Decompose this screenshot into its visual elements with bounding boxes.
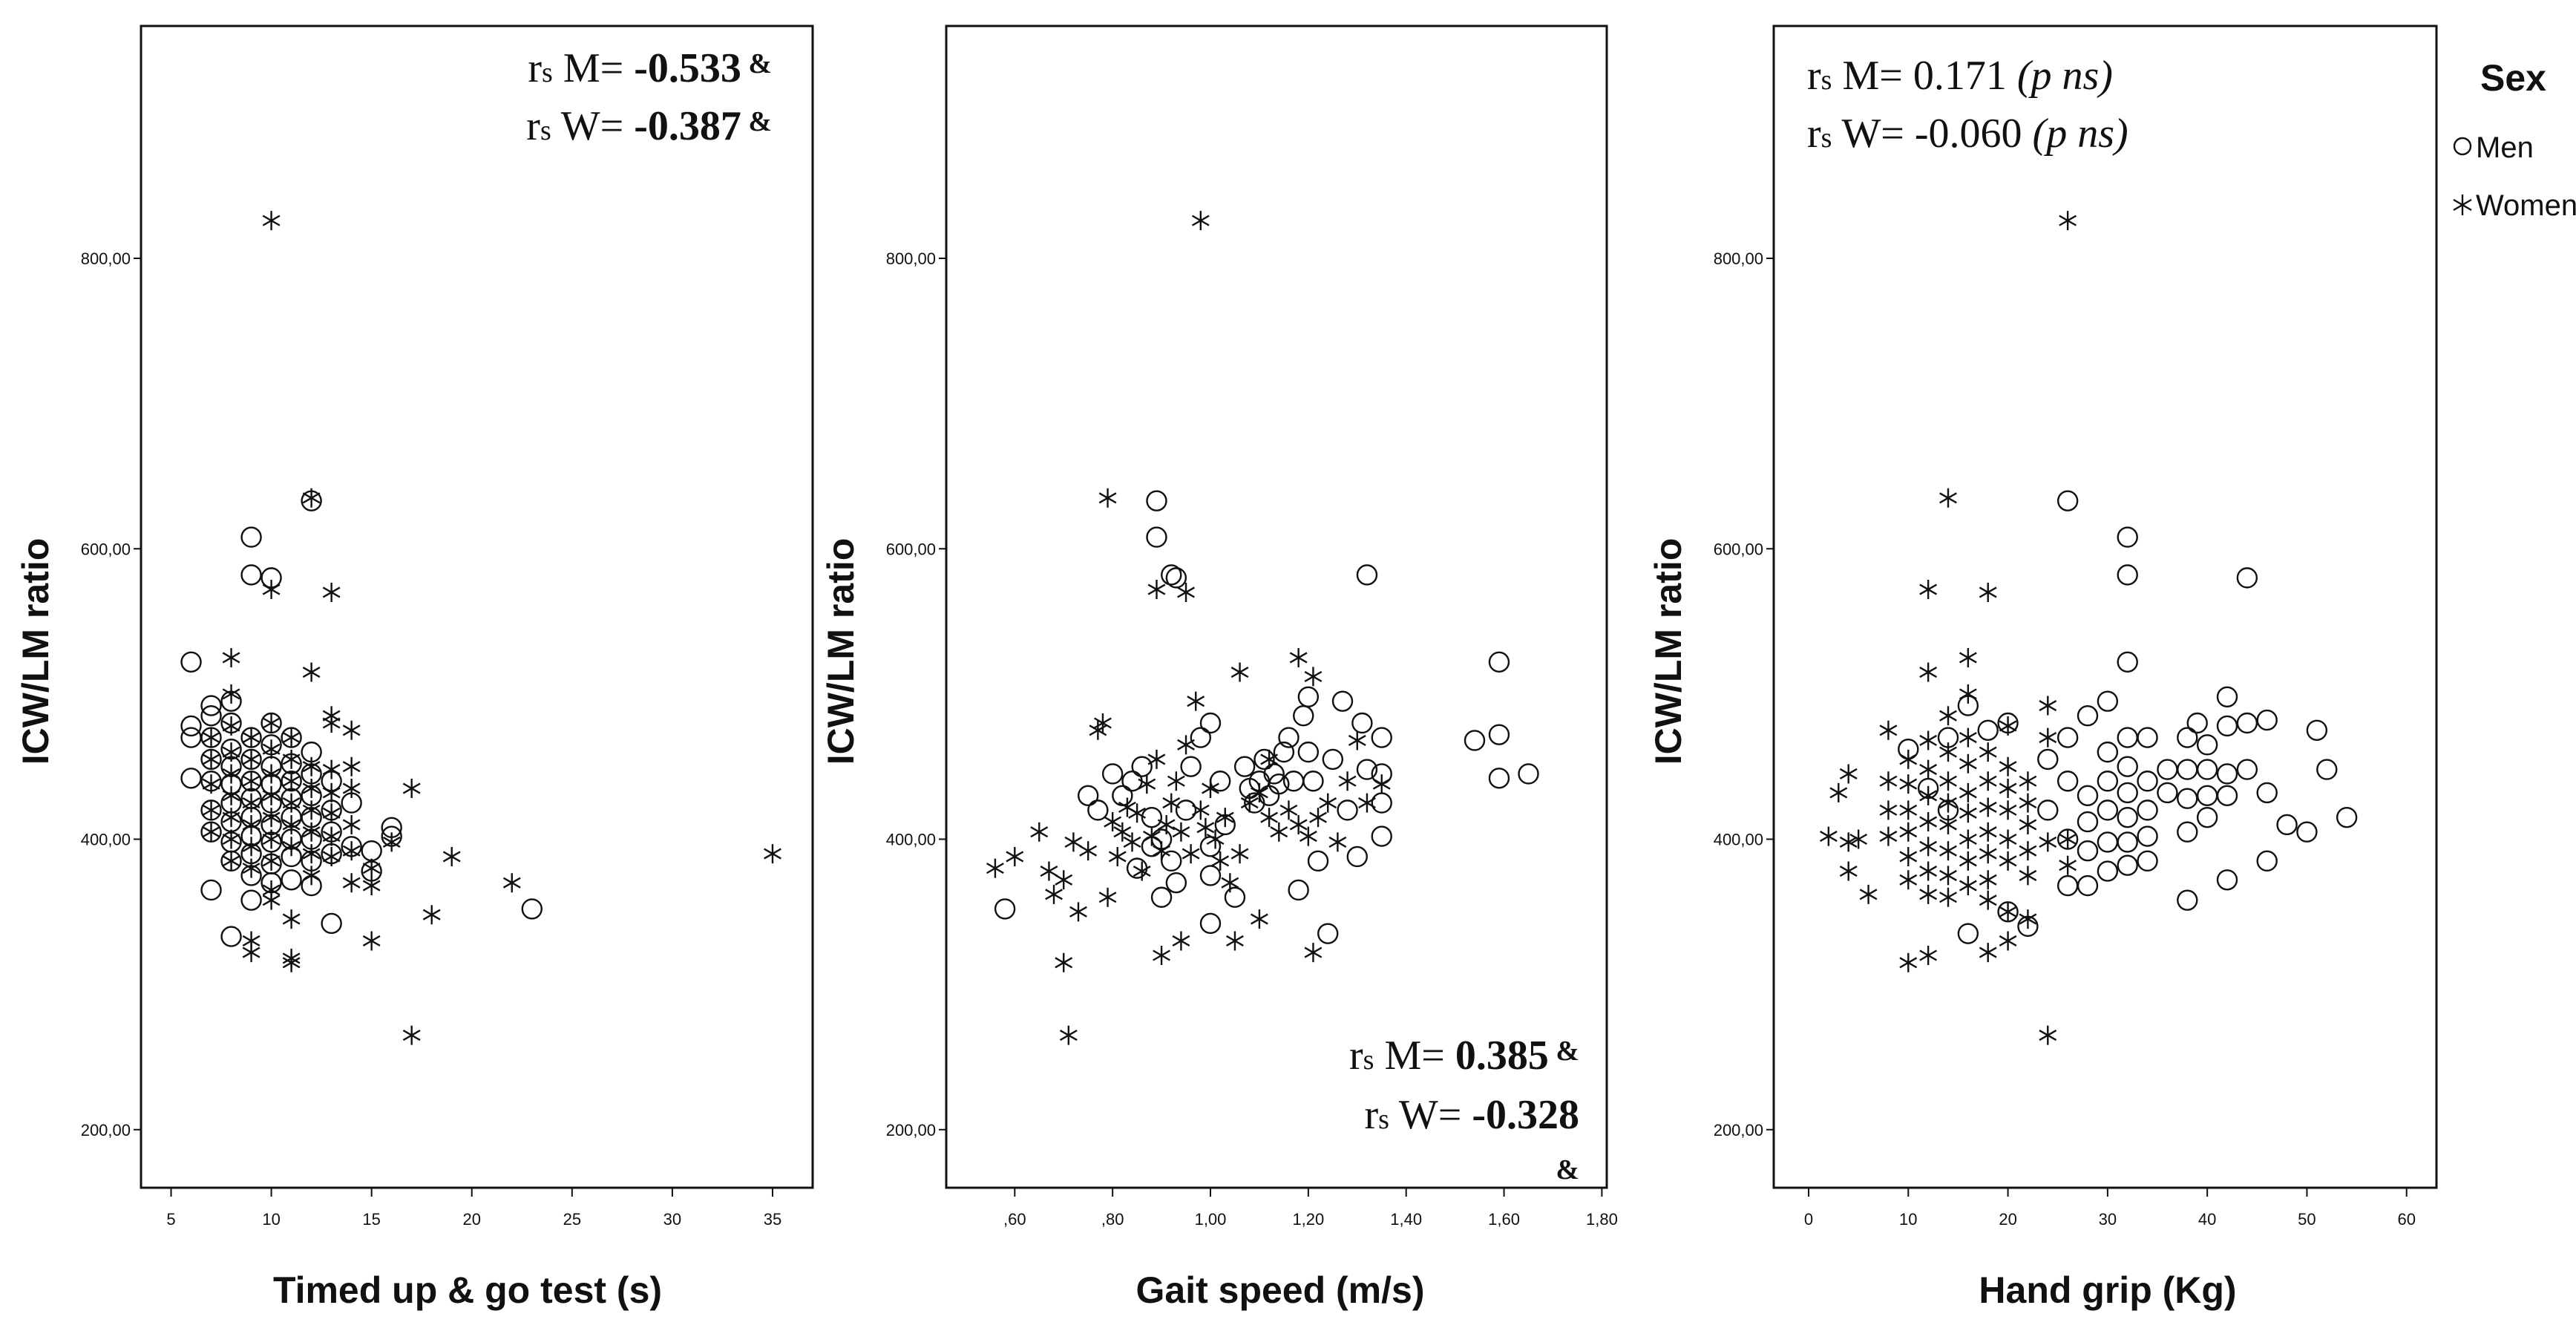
correlation-line: rs M= -0.533 & (528, 45, 772, 91)
stat-label: M= (553, 45, 634, 91)
y-tick-label: 600,00 (1714, 540, 1763, 558)
y-tick-label: 800,00 (886, 249, 936, 268)
x-tick-label: 1,20 (1292, 1210, 1324, 1229)
stat-value: -0.533 (634, 45, 741, 91)
y-tick-label: 800,00 (1714, 249, 1763, 268)
x-tick-label: 1,80 (1586, 1210, 1618, 1229)
stat-significance: & (1549, 1036, 1579, 1067)
y-tick-label: 800,00 (81, 249, 131, 268)
x-tick-label: 35 (764, 1210, 781, 1229)
stat-label: M= (1832, 53, 1913, 99)
x-tick-label: ,60 (1003, 1210, 1026, 1229)
stat-value: -0.328 (1472, 1092, 1579, 1138)
stat-value: 0.385 (1455, 1033, 1549, 1079)
x-tick-label: 15 (362, 1210, 380, 1229)
stat-value: -0.387 (634, 103, 741, 149)
stat-value: 0.171 (1913, 53, 2007, 99)
stat-symbol: r (1364, 1092, 1378, 1138)
correlation-line: rs W= -0.387 & (526, 103, 772, 149)
x-tick-label: 25 (563, 1210, 581, 1229)
correlation-line: rs W= -0.060 (p ns) (1807, 111, 2128, 157)
stat-subscript: s (542, 57, 553, 88)
stat-subscript: s (1821, 65, 1832, 96)
stat-label: W= (551, 103, 634, 149)
stat-symbol: r (528, 45, 542, 91)
figure-canvas: 200,00 400,00 600,00 800,00 5 10 15 20 25 30 35 Tim… (0, 0, 2576, 1331)
y-axis-title: ICW/LM ratio (820, 538, 862, 765)
x-tick-label: 0 (1804, 1210, 1813, 1229)
legend-title: Sex (2480, 57, 2546, 99)
stat-significance: & (741, 106, 772, 137)
y-axis-title: ICW/LM ratio (15, 538, 56, 765)
stat-subscript: s (1363, 1044, 1374, 1076)
y-axis-title: ICW/LM ratio (1648, 538, 1689, 765)
x-tick-label: 10 (262, 1210, 280, 1229)
stat-subscript: s (1821, 122, 1832, 154)
x-axis-title: Gait speed (m/s) (1136, 1269, 1425, 1311)
correlation-line: rs M= 0.171 (p ns) (1807, 53, 2113, 99)
correlation-line: rs W= -0.328 (1364, 1092, 1579, 1138)
stat-label: W= (1832, 111, 1914, 157)
y-tick-label: 600,00 (886, 540, 936, 558)
x-tick-label: 1,00 (1195, 1210, 1227, 1229)
stat-subscript: s (540, 115, 551, 146)
y-tick-label: 400,00 (1714, 831, 1763, 849)
stat-label: M= (1374, 1033, 1455, 1079)
y-tick-label: 400,00 (81, 831, 131, 849)
correlation-line: rs M= 0.385 & (1349, 1033, 1579, 1079)
x-tick-label: 40 (2198, 1210, 2216, 1229)
x-axis-title: Hand grip (Kg) (1979, 1269, 2236, 1311)
stat-significance: & (1556, 1154, 1579, 1186)
stat-symbol: r (1349, 1033, 1363, 1079)
y-tick-label: 200,00 (886, 1121, 936, 1139)
stat-significance: (p ns) (2007, 53, 2113, 99)
x-tick-label: 30 (663, 1210, 681, 1229)
x-tick-label: 50 (2298, 1210, 2316, 1229)
x-tick-label: 30 (2099, 1210, 2117, 1229)
x-tick-label: ,80 (1101, 1210, 1124, 1229)
stat-symbol: r (1807, 111, 1821, 157)
x-tick-label: 20 (463, 1210, 481, 1229)
stat-label: W= (1389, 1092, 1472, 1138)
x-tick-label: 5 (166, 1210, 175, 1229)
stat-significance: & (741, 48, 772, 79)
legend-label-men: Men (2476, 131, 2534, 164)
y-tick-label: 400,00 (886, 831, 936, 849)
y-tick-label: 200,00 (81, 1121, 131, 1139)
stat-value: -0.060 (1915, 111, 2022, 157)
y-tick-label: 600,00 (81, 540, 131, 558)
y-tick-label: 200,00 (1714, 1121, 1763, 1139)
stat-subscript: s (1378, 1104, 1389, 1135)
x-tick-label: 10 (1899, 1210, 1917, 1229)
legend-label-women: Women (2476, 189, 2576, 222)
stat-symbol: r (1807, 53, 1821, 99)
x-tick-label: 1,60 (1488, 1210, 1520, 1229)
x-tick-label: 1,40 (1390, 1210, 1422, 1229)
stat-significance: (p ns) (2022, 111, 2128, 157)
correlation-line: & (1556, 1154, 1579, 1186)
x-tick-label: 20 (1999, 1210, 2016, 1229)
x-axis-title: Timed up & go test (s) (273, 1269, 662, 1311)
x-tick-label: 60 (2397, 1210, 2415, 1229)
stat-symbol: r (526, 103, 540, 149)
